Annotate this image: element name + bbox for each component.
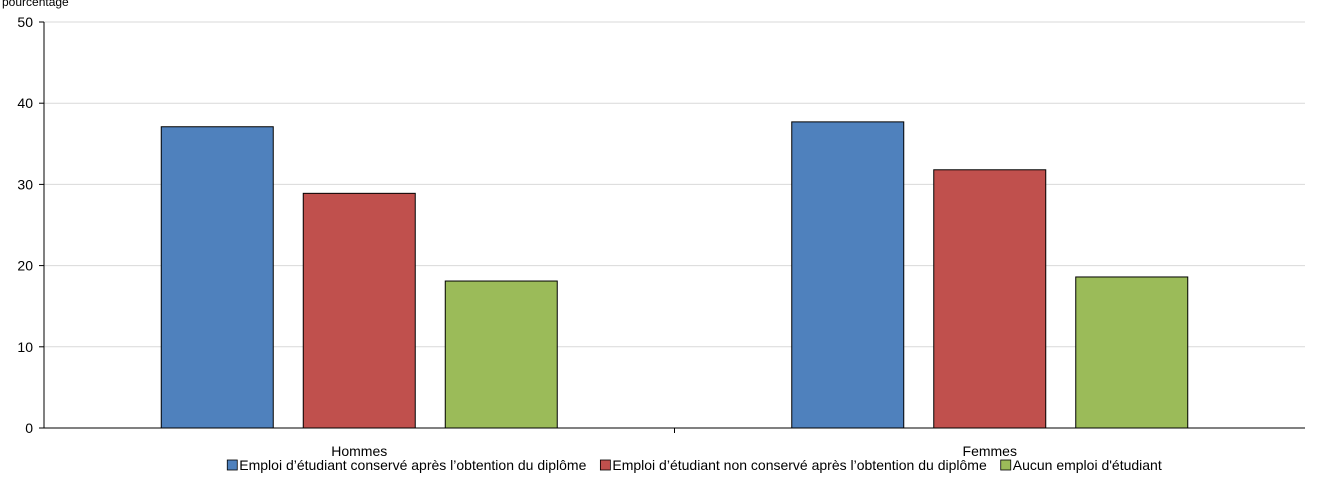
bar [302,192,416,429]
axes: 0 10 20 30 40 50 Hommes Femmes [17,14,1305,459]
y-tick-label: 50 [17,14,33,30]
bar [444,280,558,429]
legend-swatch [226,459,238,471]
legend-swatch [599,459,611,471]
bar [160,126,274,429]
y-tick-label: 40 [17,95,33,111]
legend-item: Emploi d’étudiant non conservé après l’o… [599,457,987,473]
legend-swatch [1000,459,1012,471]
y-tick-label: 30 [17,176,33,192]
bar [933,169,1047,429]
legend-label: Emploi d’étudiant non conservé après l’o… [612,457,987,473]
legend-label: Emploi d’étudiant conservé après l’obten… [239,457,586,473]
bar [1075,276,1189,429]
legend-label: Aucun emploi d'étudiant [1013,457,1162,473]
x-category-label: Hommes [331,443,387,459]
legend-item: Aucun emploi d'étudiant [1000,457,1162,473]
x-category-label: Femmes [963,443,1017,459]
bars [160,121,1189,429]
y-axis-unit-label: pourcentage [2,0,69,9]
bar [791,121,905,429]
legend: Emploi d’étudiant conservé après l’obten… [226,457,1162,473]
legend-item: Emploi d’étudiant conservé après l’obten… [226,457,587,473]
y-tick-label: 0 [25,420,33,436]
y-tick-label: 10 [17,339,33,355]
y-tick-label: 20 [17,258,33,274]
